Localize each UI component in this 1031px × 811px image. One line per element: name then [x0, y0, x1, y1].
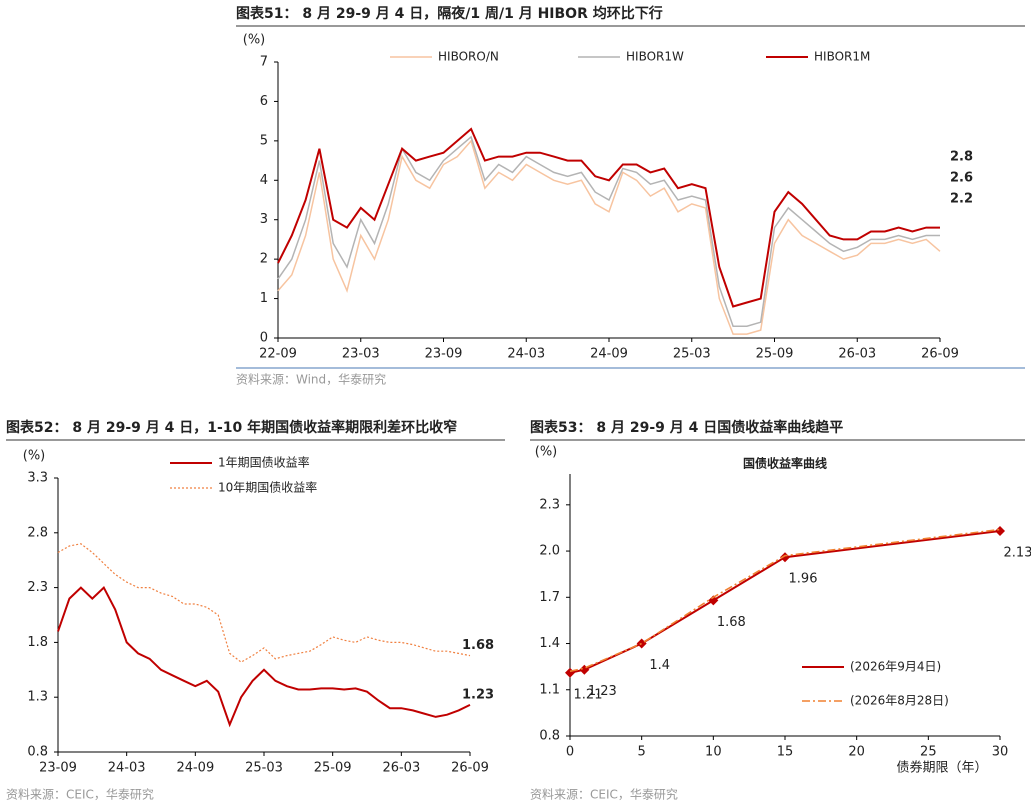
x-tick-label: 24-03 — [108, 761, 146, 776]
x-tick-label: 23-03 — [342, 347, 380, 362]
x-tick-label: 24-03 — [507, 347, 545, 362]
legend-label: 1年期国债收益率 — [218, 455, 310, 470]
y-label: (%) — [243, 33, 266, 48]
x-tick-label: 25-09 — [756, 347, 794, 362]
x-tick-label: 26-03 — [382, 761, 420, 776]
caption: 图表51： 8 月 29-9 月 4 日，隔夜/1 周/1 月 HIBOR 均环… — [236, 5, 663, 22]
x-tick-label: 10 — [705, 745, 722, 760]
data-label: 1.96 — [789, 572, 818, 587]
y-tick-label: 0.8 — [27, 745, 48, 760]
y-tick-label: 0.8 — [539, 729, 560, 744]
series-line — [277, 139, 941, 335]
source: 资料来源：CEIC，华泰研究 — [530, 787, 678, 802]
series-line — [569, 528, 1001, 673]
data-label: 1.68 — [717, 615, 746, 630]
x-tick-label: 24-09 — [590, 347, 628, 362]
series-line — [277, 127, 940, 308]
y-tick-label: 2 — [260, 252, 268, 267]
x-tick-label: 5 — [638, 745, 646, 760]
x-tick-label: 24-09 — [176, 761, 214, 776]
x-tick-label: 25 — [920, 745, 937, 760]
caption: 图表52： 8 月 29-9 月 4 日，1-10 年期国债收益率期限利差环比收… — [6, 419, 457, 436]
x-tick-label: 25-09 — [314, 761, 352, 776]
y-tick-label: 1.7 — [539, 590, 560, 605]
legend-label: (2026年9月4日) — [850, 660, 941, 674]
data-label: 1.23 — [588, 684, 617, 699]
y-tick-label: 5 — [260, 133, 268, 148]
end-label: 1.23 — [462, 687, 494, 702]
x-tick-label: 26-03 — [838, 347, 876, 362]
source: 资料来源：Wind，华泰研究 — [236, 372, 386, 387]
y-tick-label: 4 — [260, 173, 268, 188]
y-tick-label: 3.3 — [27, 471, 48, 486]
x-tick-label: 23-09 — [425, 347, 463, 362]
source: 资料来源：CEIC，华泰研究 — [6, 787, 154, 802]
y-tick-label: 3 — [260, 212, 268, 227]
data-label: 2.13 — [1004, 546, 1031, 561]
y-tick-label: 1 — [260, 291, 268, 306]
legend-label: HIBOR1W — [626, 50, 684, 64]
legend-label: (2026年8月28日) — [850, 694, 949, 708]
marker — [995, 526, 1005, 537]
y-tick-label: 1.4 — [539, 636, 560, 651]
marker — [708, 595, 719, 606]
x-tick-label: 23-09 — [39, 761, 77, 776]
y-tick-label: 2.0 — [539, 544, 560, 559]
x-tick-label: 25-03 — [245, 761, 283, 776]
y-label: (%) — [535, 445, 558, 460]
data-label: 1.4 — [649, 658, 670, 673]
y-tick-label: 1.1 — [539, 682, 560, 697]
x-tick-label: 22-09 — [259, 347, 297, 362]
end-label: 2.6 — [950, 171, 973, 186]
series-line — [57, 543, 471, 663]
y-tick-label: 2.3 — [27, 580, 48, 595]
y-tick-label: 6 — [260, 94, 268, 109]
x-tick-label: 20 — [848, 745, 865, 760]
legend-label: HIBORO/N — [438, 50, 499, 64]
x-tick-label: 26-09 — [451, 761, 489, 776]
series-line — [277, 135, 940, 327]
x-tick-label: 15 — [777, 745, 794, 760]
end-label: 2.8 — [950, 150, 973, 165]
series-line — [57, 585, 471, 728]
marker — [565, 667, 575, 678]
end-label: 1.68 — [462, 638, 494, 653]
y-tick-label: 1.3 — [27, 690, 48, 705]
y-tick-label: 2.3 — [539, 497, 560, 512]
y-tick-label: 7 — [260, 55, 268, 70]
legend-label: 10年期国债收益率 — [218, 480, 317, 495]
subtitle: 国债收益率曲线 — [743, 456, 827, 471]
legend-label: HIBOR1M — [814, 50, 870, 64]
y-tick-label: 0 — [260, 331, 268, 346]
x-tick-label: 30 — [992, 745, 1009, 760]
data-label: 1.21 — [574, 687, 603, 702]
y-tick-label: 2.8 — [27, 525, 48, 540]
end-label: 2.2 — [950, 192, 973, 207]
caption: 图表53： 8 月 29-9 月 4 日国债收益率曲线趋平 — [530, 419, 843, 436]
marker — [636, 638, 647, 649]
y-tick-label: 1.8 — [27, 635, 48, 650]
x-tick-label: 0 — [566, 745, 574, 760]
y-label: (%) — [23, 449, 46, 464]
x-tick-label: 25-03 — [673, 347, 711, 362]
x-label: 债券期限（年） — [896, 760, 987, 776]
x-tick-label: 26-09 — [921, 347, 959, 362]
